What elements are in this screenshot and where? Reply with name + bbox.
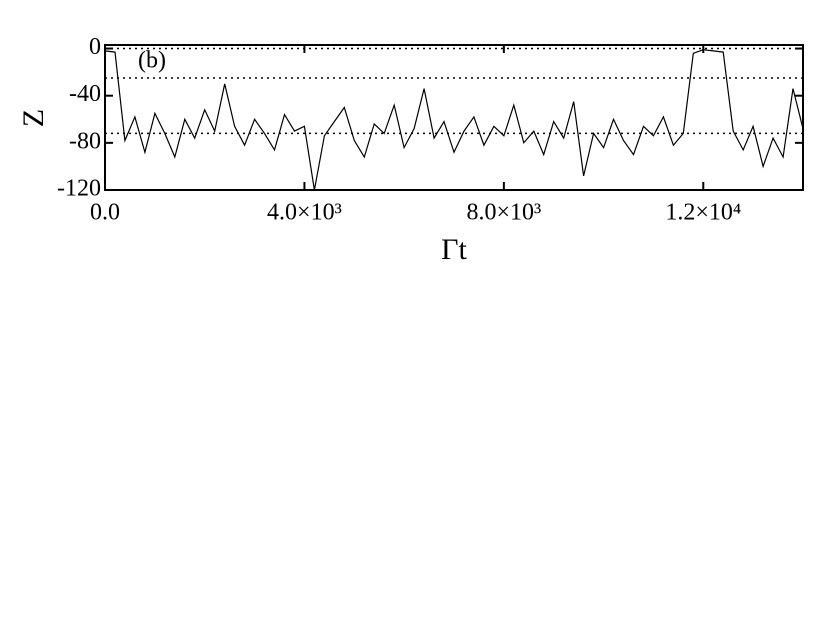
plot-frame xyxy=(104,44,804,191)
y-tick-label: 0 xyxy=(89,34,101,60)
x-tick-label: 0.0 xyxy=(90,200,120,226)
x-tick-label: 8.0×10³ xyxy=(466,200,541,226)
y-axis-label: Z xyxy=(17,109,50,127)
annotation: (b) xyxy=(138,48,166,74)
x-tick-label: 1.2×10⁴ xyxy=(665,200,741,226)
y-tick-label: -40 xyxy=(69,81,101,107)
y-tick-label: -120 xyxy=(57,176,101,202)
y-tick-label: -80 xyxy=(69,128,101,154)
x-tick-label: 4.0×10³ xyxy=(267,200,342,226)
x-axis-label: Γt xyxy=(441,233,467,266)
data-line xyxy=(104,49,804,191)
